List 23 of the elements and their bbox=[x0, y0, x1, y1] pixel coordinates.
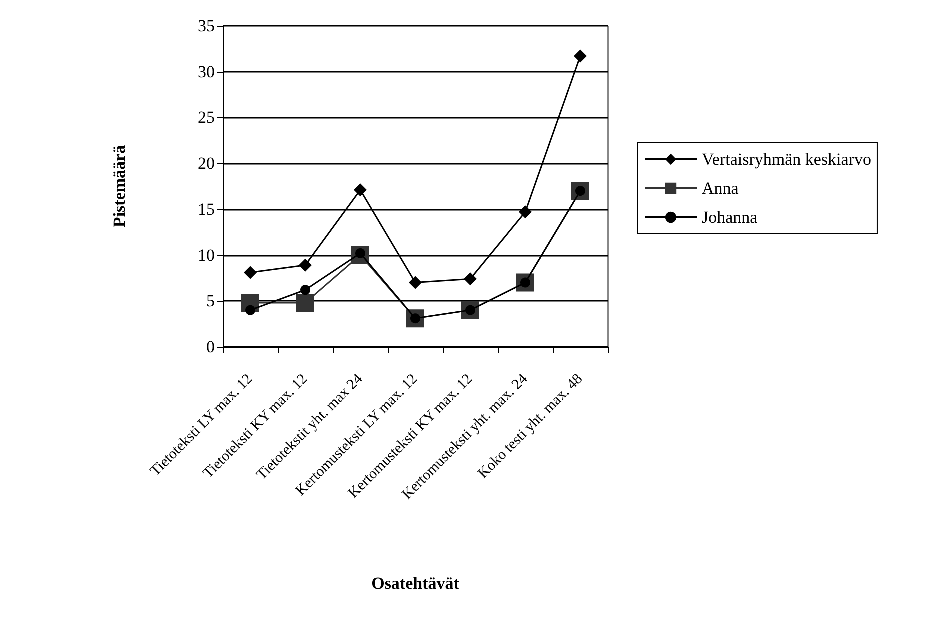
point bbox=[519, 206, 532, 219]
y-tick-label: 20 bbox=[198, 154, 215, 174]
y-tick-label: 5 bbox=[206, 292, 215, 311]
y-tick-label: 15 bbox=[198, 200, 215, 219]
point bbox=[354, 184, 367, 197]
point bbox=[296, 294, 314, 312]
point bbox=[244, 266, 257, 280]
y-tick-label: 35 bbox=[198, 16, 215, 36]
legend-label: Vertaisryhmän keskiarvo bbox=[702, 150, 872, 169]
legend-label: Anna bbox=[702, 179, 740, 198]
y-tick-label: 0 bbox=[206, 338, 215, 356]
point bbox=[574, 50, 587, 63]
legend-label: Johanna bbox=[702, 208, 758, 227]
point bbox=[464, 272, 477, 286]
x-axis-title: Osatehtävät bbox=[372, 574, 460, 593]
y-tick-label: 30 bbox=[198, 62, 215, 82]
y-axis-title: Pistemäärä bbox=[110, 144, 129, 228]
y-tick-label: 10 bbox=[198, 246, 215, 265]
point bbox=[299, 258, 312, 272]
point bbox=[409, 276, 422, 290]
point bbox=[246, 305, 256, 316]
point bbox=[300, 285, 310, 296]
y-tick-label: 25 bbox=[198, 108, 215, 128]
